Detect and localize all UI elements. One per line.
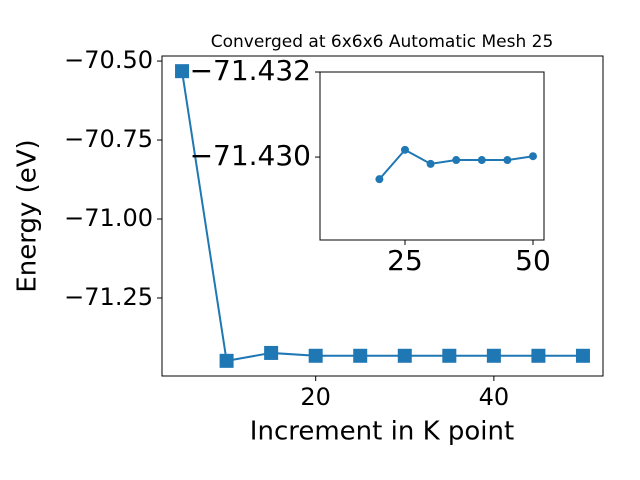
series-line: [181, 71, 583, 363]
marker: [486, 348, 501, 363]
y-axis-label: Energy (eV): [13, 139, 43, 292]
x-tick-label: 20: [300, 383, 331, 411]
x-tick-label: 40: [479, 383, 510, 411]
marker: [426, 159, 435, 168]
y-tick-label: −71.432: [190, 54, 311, 87]
chart-title: Converged at 6x6x6 Automatic Mesh 25: [211, 32, 554, 52]
marker: [531, 348, 546, 363]
marker: [397, 348, 412, 363]
marker: [452, 156, 461, 165]
marker: [477, 156, 486, 165]
marker: [353, 348, 368, 363]
y-tick-label: −70.50: [64, 46, 153, 74]
marker: [575, 348, 590, 363]
y-tick-label: −70.75: [64, 125, 153, 153]
marker: [175, 64, 190, 79]
marker: [308, 348, 323, 363]
y-tick-label: −71.430: [190, 139, 311, 172]
marker: [528, 152, 537, 161]
marker: [442, 348, 457, 363]
y-tick-label: −71.25: [64, 283, 153, 311]
marker: [219, 353, 234, 368]
plot-area: [319, 71, 545, 241]
marker: [264, 345, 279, 360]
y-tick-label: −71.00: [64, 204, 153, 232]
marker: [375, 175, 384, 184]
x-tick-label: 50: [515, 244, 551, 277]
marker: [400, 145, 409, 154]
x-tick-label: 25: [387, 244, 423, 277]
x-axis-label: Increment in K point: [250, 417, 514, 447]
marker: [503, 156, 512, 165]
